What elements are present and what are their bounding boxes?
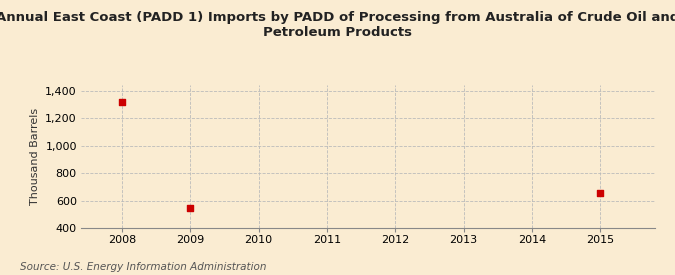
Text: Annual East Coast (PADD 1) Imports by PADD of Processing from Australia of Crude: Annual East Coast (PADD 1) Imports by PA… <box>0 11 675 39</box>
Point <box>595 191 605 195</box>
Point <box>185 205 196 210</box>
Text: Source: U.S. Energy Information Administration: Source: U.S. Energy Information Administ… <box>20 262 267 272</box>
Point <box>117 100 128 104</box>
Y-axis label: Thousand Barrels: Thousand Barrels <box>30 108 40 205</box>
